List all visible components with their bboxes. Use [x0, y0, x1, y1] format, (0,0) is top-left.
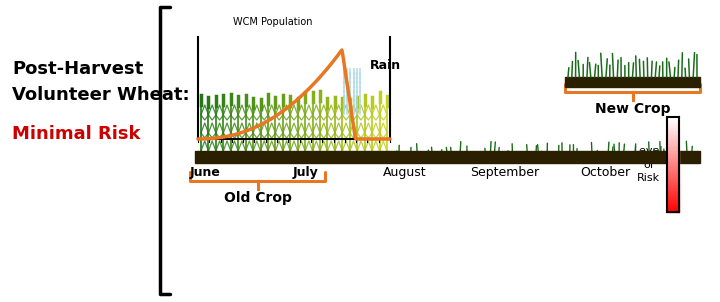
Bar — [667, 128, 679, 130]
Bar — [667, 185, 679, 187]
Bar — [667, 193, 679, 194]
Bar — [667, 196, 679, 198]
Bar — [667, 155, 679, 156]
Bar — [667, 191, 679, 193]
Text: Post-Harvest
Volunteer Wheat:: Post-Harvest Volunteer Wheat: — [12, 60, 189, 104]
Bar — [667, 156, 679, 158]
Text: October: October — [580, 166, 630, 179]
Bar — [667, 117, 679, 119]
Text: Level
of
Risk: Level of Risk — [634, 146, 663, 183]
Bar — [667, 175, 679, 177]
Bar — [667, 142, 679, 144]
Bar — [667, 201, 679, 203]
Bar — [667, 150, 679, 152]
Bar — [667, 169, 679, 171]
Bar — [667, 163, 679, 165]
Text: Rain: Rain — [370, 59, 401, 72]
Bar — [667, 166, 679, 168]
Text: July: July — [292, 166, 318, 179]
Text: Minimal Risk: Minimal Risk — [12, 125, 140, 143]
Bar — [667, 161, 679, 163]
Bar — [667, 187, 679, 188]
Bar — [667, 138, 679, 139]
Bar — [667, 122, 679, 123]
Bar — [667, 127, 679, 128]
Bar — [667, 203, 679, 204]
Bar — [667, 207, 679, 209]
Bar — [667, 119, 679, 120]
Bar — [667, 139, 679, 141]
Bar — [667, 198, 679, 199]
Bar — [667, 174, 679, 175]
Bar — [667, 206, 679, 207]
Bar — [667, 158, 679, 160]
Bar — [667, 180, 679, 182]
Bar — [667, 146, 679, 147]
Bar — [667, 134, 679, 136]
Bar — [667, 172, 679, 174]
Text: June: June — [189, 166, 220, 179]
Bar — [667, 133, 679, 134]
Bar — [667, 123, 679, 125]
Bar — [667, 144, 679, 146]
Bar — [667, 165, 679, 166]
Bar — [667, 179, 679, 180]
Bar — [667, 184, 679, 185]
Text: WCM Population: WCM Population — [233, 17, 312, 27]
Bar — [667, 153, 679, 155]
Bar — [667, 171, 679, 172]
Text: September: September — [470, 166, 539, 179]
Bar — [195, 151, 700, 163]
Bar — [667, 210, 679, 212]
Bar — [667, 120, 679, 122]
Text: New Crop: New Crop — [595, 102, 670, 116]
Bar — [667, 141, 679, 142]
Bar — [667, 130, 679, 131]
Bar — [565, 77, 700, 87]
Bar — [667, 204, 679, 206]
Bar — [667, 188, 679, 190]
Bar — [667, 190, 679, 191]
Bar — [667, 182, 679, 184]
Bar — [667, 168, 679, 169]
Bar — [667, 209, 679, 210]
Bar — [667, 152, 679, 153]
Bar — [667, 147, 679, 149]
Bar — [667, 131, 679, 133]
Bar — [667, 160, 679, 161]
Bar — [667, 149, 679, 150]
Bar — [667, 177, 679, 179]
Text: Old Crop: Old Crop — [224, 191, 292, 205]
Bar — [667, 125, 679, 127]
Bar — [667, 136, 679, 138]
Bar — [667, 199, 679, 201]
Text: August: August — [383, 166, 427, 179]
Bar — [667, 194, 679, 196]
